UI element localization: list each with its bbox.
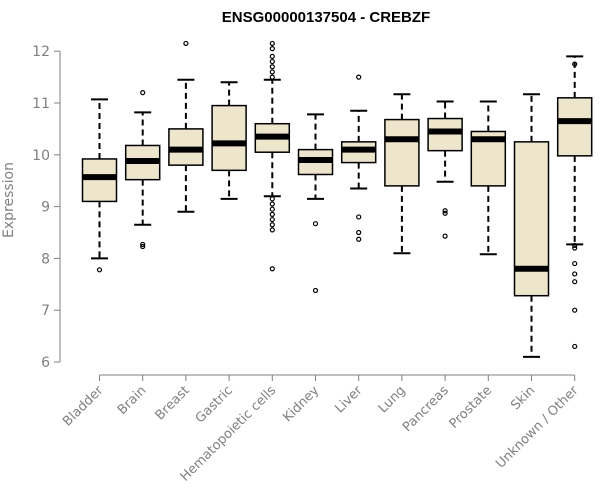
box-breast <box>168 40 204 213</box>
iqr-box <box>384 118 420 187</box>
outlier-point <box>269 222 275 228</box>
outlier-point <box>442 210 448 216</box>
box-liver <box>340 74 377 242</box>
x-tick-label: Lung <box>376 383 409 416</box>
outlier-point <box>269 201 275 207</box>
box-prostate <box>470 100 507 256</box>
chart-title: ENSG00000137504 - CREBZF <box>222 9 430 26</box>
outlier-point <box>269 40 275 47</box>
outlier-point <box>356 229 362 236</box>
outlier-point <box>572 343 578 350</box>
x-tick-label: Unknown / Other <box>493 383 582 472</box>
iqr-box <box>81 158 118 203</box>
y-axis-label: Expression <box>1 162 17 238</box>
iqr-box <box>427 117 463 152</box>
outlier-point <box>269 69 275 75</box>
y-tick-label: 6 <box>41 355 50 371</box>
outlier-point <box>572 271 578 277</box>
boxes-group <box>81 40 593 358</box>
outlier-point <box>356 74 362 80</box>
outlier-point <box>572 307 578 313</box>
box-skin <box>513 93 550 358</box>
outlier-point <box>572 242 578 249</box>
outlier-point <box>269 46 275 52</box>
y-tick-label: 10 <box>32 148 50 164</box>
y-tick-label: 12 <box>32 44 50 60</box>
box-hematopoietic-cells <box>254 40 291 272</box>
x-tick-label: Pancreas <box>400 383 452 435</box>
x-tick-label: Skin <box>508 383 538 413</box>
outlier-point <box>572 260 578 267</box>
outlier-point <box>269 266 275 272</box>
outlier-point <box>269 64 275 70</box>
outlier-point <box>312 287 319 294</box>
outlier-point <box>312 221 319 227</box>
outlier-point <box>269 74 275 80</box>
y-tick-label: 7 <box>41 303 50 319</box>
outlier-point <box>356 214 362 220</box>
outlier-point <box>140 243 146 250</box>
box-gastric <box>211 81 247 200</box>
outlier-point <box>269 196 275 202</box>
x-tick-label: Kidney <box>280 383 322 425</box>
outlier-point <box>269 53 275 59</box>
box-unknown-other <box>556 55 593 350</box>
outlier-point <box>96 267 103 273</box>
box-pancreas <box>427 100 463 239</box>
iqr-box <box>211 104 247 172</box>
y-tick-label: 8 <box>41 251 50 267</box>
outlier-point <box>140 90 146 96</box>
x-tick-label: Gastric <box>193 383 236 426</box>
box-bladder <box>81 98 118 273</box>
x-tick-label: Brain <box>115 383 150 418</box>
outlier-point <box>269 216 275 223</box>
y-tick-label: 9 <box>41 200 50 216</box>
x-tick-label: Liver <box>332 383 366 417</box>
x-tick-label: Breast <box>153 383 193 423</box>
outlier-point <box>572 279 578 285</box>
outlier-point <box>140 241 146 248</box>
outlier-point <box>442 208 448 214</box>
x-tick-label: Prostate <box>447 383 495 431</box>
iqr-box <box>556 97 593 157</box>
outlier-point <box>442 233 448 239</box>
outlier-point <box>269 211 275 217</box>
outlier-point <box>572 245 578 251</box>
x-tick-label: Bladder <box>60 383 107 430</box>
box-brain <box>124 90 161 250</box>
outlier-point <box>269 227 275 233</box>
outlier-point <box>572 61 578 67</box>
box-lung <box>384 93 420 255</box>
box-kidney <box>297 113 334 294</box>
outlier-point <box>356 236 362 242</box>
outlier-point <box>183 40 189 47</box>
y-tick-label: 11 <box>32 96 50 112</box>
outlier-point <box>269 206 275 212</box>
iqr-box <box>513 141 550 297</box>
outlier-point <box>269 58 275 65</box>
y-axis: 6 7 8 9 10 11 12 <box>32 44 61 371</box>
